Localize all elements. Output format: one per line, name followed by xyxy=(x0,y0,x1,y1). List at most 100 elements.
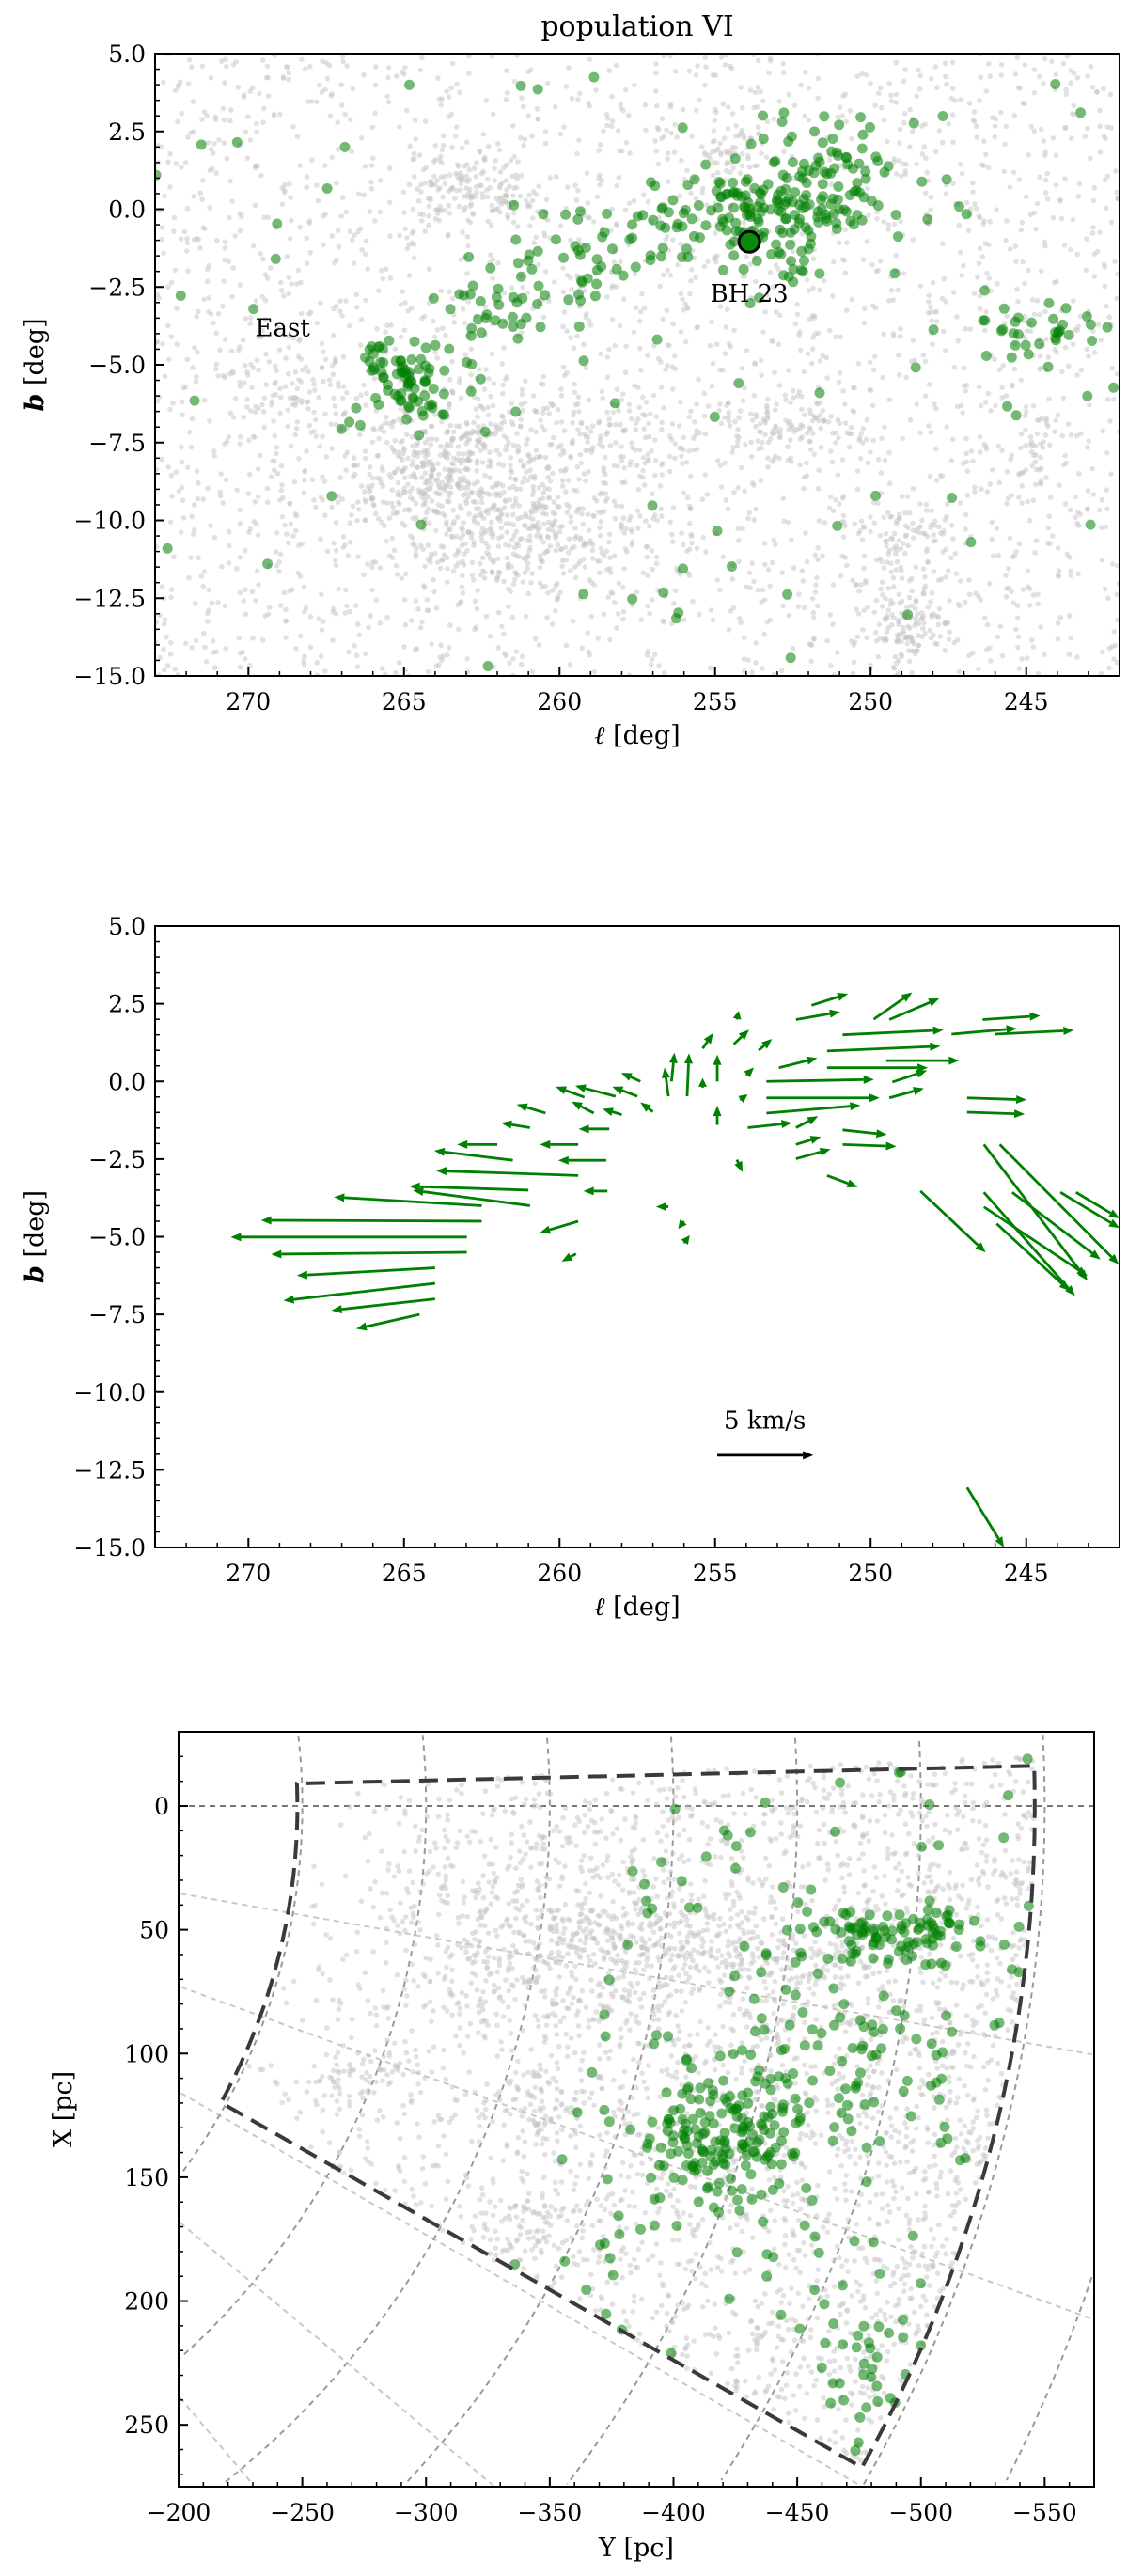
background-star-point xyxy=(626,517,633,524)
background-star-point xyxy=(510,581,517,588)
background-star-point xyxy=(402,489,408,495)
background-star-point xyxy=(355,228,361,235)
background-star-point xyxy=(1062,125,1068,131)
background-star-point xyxy=(711,128,717,134)
member-star-point xyxy=(765,204,776,215)
background-star-point xyxy=(606,555,613,560)
member-star-point xyxy=(532,84,543,95)
background-star-point xyxy=(598,142,603,148)
background-star-point xyxy=(485,544,492,550)
background-star-point xyxy=(330,637,336,643)
background-star-point xyxy=(345,553,352,558)
background-star-point xyxy=(560,323,566,330)
background-star-point xyxy=(259,327,266,334)
velocity-arrow xyxy=(872,992,913,1021)
member-star-point xyxy=(766,249,777,259)
background-star-point xyxy=(604,122,610,129)
background-star-point xyxy=(510,522,517,528)
background-star-point xyxy=(854,582,860,588)
background-star-point xyxy=(559,478,566,483)
background-star-point xyxy=(890,297,896,303)
background-star-point xyxy=(1039,268,1044,275)
background-star-point xyxy=(426,222,431,228)
background-star-point xyxy=(665,267,670,274)
background-star-point xyxy=(299,56,305,63)
background-star-point xyxy=(247,315,254,321)
background-star-point xyxy=(998,61,1005,68)
background-star-point xyxy=(805,351,811,357)
member-star-point xyxy=(810,160,822,171)
velocity-arrow xyxy=(732,1029,749,1045)
background-star-point xyxy=(373,510,379,517)
background-star-point xyxy=(495,569,502,575)
background-star-point xyxy=(425,436,431,443)
background-star-point xyxy=(326,377,333,383)
background-star-point xyxy=(488,459,494,464)
background-star-point xyxy=(1015,644,1021,651)
background-star-point xyxy=(295,353,302,360)
background-star-point xyxy=(446,94,452,100)
background-star-point xyxy=(686,68,693,74)
member-star-point xyxy=(961,209,972,220)
background-star-point xyxy=(931,532,937,538)
background-star-point xyxy=(450,435,456,442)
background-star-point xyxy=(612,516,619,522)
background-star-point xyxy=(735,526,742,532)
background-star-point xyxy=(714,341,720,348)
background-star-point xyxy=(495,141,501,147)
background-star-point xyxy=(752,360,758,367)
velocity-arrow xyxy=(891,1069,928,1084)
background-star-point xyxy=(552,510,558,517)
background-star-point xyxy=(644,554,650,560)
background-star-point xyxy=(439,418,445,425)
background-star-point xyxy=(820,408,826,414)
background-star-point xyxy=(376,288,382,293)
background-star-point xyxy=(297,573,304,579)
background-star-point xyxy=(552,104,558,110)
background-star-point xyxy=(475,423,481,430)
background-star-point xyxy=(531,240,538,245)
background-star-point xyxy=(815,75,822,82)
background-star-point xyxy=(711,160,716,165)
member-star-point xyxy=(599,227,610,238)
background-star-point xyxy=(789,459,794,465)
background-star-point xyxy=(700,534,706,541)
background-star-point xyxy=(287,236,293,242)
background-star-point xyxy=(376,435,382,442)
background-star-point xyxy=(957,249,964,256)
background-star-point xyxy=(598,351,603,357)
member-star-point xyxy=(515,271,526,282)
background-star-point xyxy=(168,279,175,286)
background-star-point xyxy=(633,447,638,453)
background-star-point xyxy=(1104,397,1111,402)
background-star-point xyxy=(614,625,619,631)
background-star-point xyxy=(1055,636,1061,642)
background-star-point xyxy=(205,619,211,624)
background-star-point xyxy=(182,640,189,647)
member-star-point xyxy=(794,213,806,225)
background-star-point xyxy=(489,519,494,526)
background-star-point xyxy=(891,221,898,228)
background-star-point xyxy=(467,219,474,226)
member-star-point xyxy=(832,520,843,531)
background-star-point xyxy=(578,460,584,466)
background-star-point xyxy=(322,411,328,417)
background-star-point xyxy=(168,334,175,339)
background-star-point xyxy=(885,222,892,228)
background-star-point xyxy=(381,429,387,435)
background-star-point xyxy=(758,478,764,483)
background-star-point xyxy=(913,616,919,621)
background-star-point xyxy=(861,607,868,613)
background-star-point xyxy=(215,310,222,317)
member-star-point xyxy=(404,79,415,90)
background-star-point xyxy=(337,475,344,480)
background-star-point xyxy=(714,169,721,176)
background-star-point xyxy=(1073,432,1080,439)
background-star-point xyxy=(368,180,374,185)
background-star-point xyxy=(1074,520,1080,526)
background-star-point xyxy=(860,257,867,263)
background-star-point xyxy=(555,542,561,548)
background-star-point xyxy=(977,384,982,390)
background-star-point xyxy=(529,571,535,576)
member-star-point xyxy=(870,151,882,163)
